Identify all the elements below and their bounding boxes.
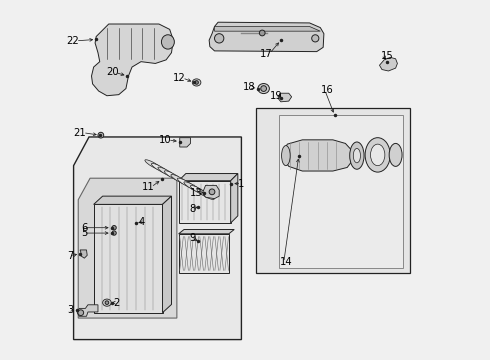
Ellipse shape	[165, 171, 182, 181]
Ellipse shape	[353, 148, 361, 163]
Ellipse shape	[102, 299, 111, 306]
Ellipse shape	[365, 138, 390, 172]
Text: 7: 7	[67, 251, 74, 261]
Text: 13: 13	[190, 188, 203, 198]
Polygon shape	[74, 137, 242, 339]
Text: 14: 14	[280, 257, 293, 267]
Ellipse shape	[105, 301, 109, 305]
Text: 21: 21	[74, 128, 87, 138]
Text: 2: 2	[113, 298, 120, 308]
Bar	[179, 181, 231, 223]
Text: 9: 9	[190, 233, 196, 243]
Ellipse shape	[197, 189, 214, 199]
Ellipse shape	[258, 84, 270, 94]
Ellipse shape	[261, 86, 267, 91]
Polygon shape	[284, 140, 353, 171]
Polygon shape	[80, 250, 87, 258]
Polygon shape	[94, 196, 172, 204]
Ellipse shape	[112, 226, 116, 230]
Text: 8: 8	[190, 204, 196, 214]
Ellipse shape	[312, 35, 319, 42]
Text: 22: 22	[67, 36, 79, 46]
Ellipse shape	[350, 142, 364, 169]
Bar	[94, 204, 163, 313]
Bar	[256, 108, 410, 273]
Text: 16: 16	[321, 85, 334, 95]
Ellipse shape	[151, 163, 169, 174]
Polygon shape	[379, 57, 397, 71]
Polygon shape	[78, 178, 177, 318]
Ellipse shape	[158, 167, 175, 177]
Polygon shape	[77, 305, 98, 316]
Text: 17: 17	[260, 49, 273, 59]
Text: 1: 1	[238, 179, 244, 189]
Ellipse shape	[145, 160, 162, 170]
Text: 15: 15	[381, 51, 393, 61]
Text: 6: 6	[81, 223, 87, 233]
Text: 19: 19	[270, 91, 283, 101]
Ellipse shape	[171, 175, 188, 185]
Polygon shape	[180, 138, 191, 147]
Ellipse shape	[389, 143, 402, 166]
Polygon shape	[203, 185, 219, 199]
Ellipse shape	[78, 310, 84, 316]
Text: 18: 18	[243, 82, 256, 93]
Text: 20: 20	[106, 67, 119, 77]
Bar	[179, 234, 229, 273]
Ellipse shape	[259, 30, 265, 36]
Ellipse shape	[215, 34, 224, 43]
Polygon shape	[163, 196, 172, 313]
Ellipse shape	[98, 132, 104, 138]
Polygon shape	[215, 27, 320, 31]
Text: 4: 4	[139, 217, 146, 227]
Ellipse shape	[370, 144, 385, 166]
Ellipse shape	[195, 81, 198, 84]
Ellipse shape	[282, 145, 290, 166]
Ellipse shape	[192, 79, 201, 86]
Ellipse shape	[184, 182, 201, 192]
Text: 10: 10	[159, 135, 171, 145]
Ellipse shape	[209, 189, 215, 195]
Ellipse shape	[161, 35, 174, 49]
Ellipse shape	[112, 231, 116, 235]
Polygon shape	[92, 24, 173, 96]
Bar	[279, 116, 403, 268]
Polygon shape	[231, 174, 238, 223]
Text: 3: 3	[67, 305, 74, 315]
Polygon shape	[209, 22, 324, 51]
Text: 5: 5	[81, 228, 87, 238]
Polygon shape	[278, 93, 292, 102]
Ellipse shape	[177, 178, 195, 189]
Text: 11: 11	[142, 182, 155, 192]
Ellipse shape	[191, 185, 208, 196]
Text: 12: 12	[173, 73, 186, 83]
Polygon shape	[179, 174, 238, 181]
Polygon shape	[179, 229, 234, 234]
